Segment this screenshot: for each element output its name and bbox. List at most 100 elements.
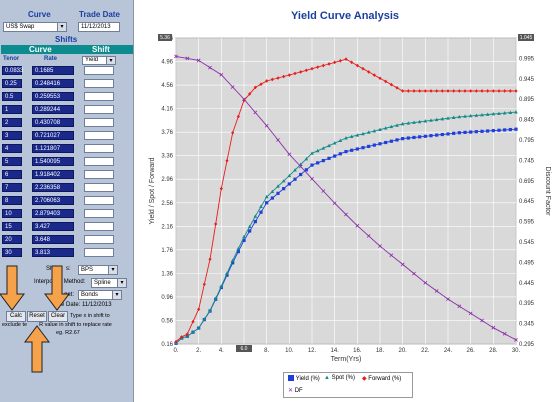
tenor-cell[interactable]: 3 (2, 131, 22, 140)
tenor-cell[interactable]: 0.5 (2, 92, 22, 101)
data-point-df (310, 176, 314, 181)
data-point-yield (412, 135, 416, 140)
tenor-cell[interactable]: 8 (2, 196, 22, 205)
shift-input[interactable] (84, 118, 114, 127)
data-point-spot (264, 194, 269, 199)
interp-method-select[interactable]: Spline (91, 278, 127, 288)
shift-units-select[interactable]: BPS (78, 265, 118, 275)
shift-input[interactable] (84, 105, 114, 114)
data-point-yield (401, 137, 405, 141)
data-point-spot (468, 113, 473, 118)
rate-cell[interactable]: 0.430708 (32, 118, 74, 127)
reset-button[interactable]: Reset (27, 311, 47, 322)
data-point-spot (259, 204, 263, 208)
data-point-forward (395, 85, 399, 90)
rate-cell[interactable]: 0.1685 (32, 66, 74, 75)
y2-tick-label: 0.395 (519, 301, 535, 307)
rate-cell[interactable]: 0.248416 (32, 79, 74, 88)
shift-input[interactable] (84, 157, 114, 166)
data-point-yield (418, 135, 422, 139)
data-point-yield (355, 147, 359, 151)
rate-cell[interactable]: 0.259553 (32, 92, 74, 101)
data-point-forward (378, 76, 382, 81)
data-point-yield (287, 182, 291, 186)
data-point-yield (491, 129, 495, 133)
data-point-df (457, 304, 462, 309)
rate-cell[interactable]: 2.706063 (32, 196, 74, 205)
arrow-down-clear-icon (44, 265, 70, 311)
shift-input[interactable] (84, 183, 114, 192)
tenor-cell[interactable]: 0.0833 (2, 66, 23, 75)
tenor-cell[interactable]: 1 (2, 105, 22, 114)
data-point-spot (434, 117, 439, 122)
data-point-yield (350, 148, 354, 152)
annotation-arrows (0, 265, 70, 373)
rate-cell[interactable]: 1.540095 (32, 157, 74, 166)
rate-cell[interactable]: 1.918402 (32, 170, 74, 179)
tenor-cell[interactable]: 4 (2, 144, 22, 153)
target-select[interactable]: Bonds (78, 290, 122, 300)
trade-date-input[interactable]: 11/12/2013 (78, 22, 120, 32)
shift-input[interactable] (84, 79, 114, 88)
legend-spot: ▲ Spot (%) (324, 375, 355, 381)
data-point-forward (503, 89, 507, 93)
rate-cell[interactable]: 1.121807 (32, 144, 74, 153)
legend-df: ✕ DF (288, 388, 303, 394)
tenor-cell[interactable]: 7 (2, 183, 22, 192)
x-tick-label: 18. (376, 348, 385, 354)
shift-input[interactable] (84, 209, 114, 218)
shift-input[interactable] (84, 196, 114, 205)
shift-input[interactable] (84, 248, 114, 257)
rate-cell[interactable]: 3.427 (32, 222, 74, 231)
shift-input[interactable] (84, 92, 114, 101)
tenor-cell[interactable]: 30 (2, 248, 22, 257)
data-point-yield (378, 142, 382, 146)
x-tick-label: 4. (219, 348, 224, 354)
shift-bar-label: Shift (92, 45, 110, 54)
y2-tick-label: 0.895 (519, 97, 535, 103)
y2-tick-label: 0.595 (519, 220, 535, 226)
shift-input[interactable] (84, 170, 114, 179)
shift-type-select[interactable]: Yield (82, 56, 116, 65)
curve-select[interactable]: US$ Swap (3, 22, 67, 32)
tenor-cell[interactable]: 20 (2, 235, 22, 244)
yield-curve-chart[interactable]: 0.16 0.56 0.96 1.36 1.76 2.16 2.56 2.96 3.36 3.76… (135, 0, 555, 402)
data-point-df (332, 201, 337, 206)
data-point-df (242, 97, 246, 102)
data-point-yield (508, 127, 512, 132)
data-point-spot (219, 284, 224, 288)
rate-cell[interactable]: 0.721027 (32, 131, 74, 140)
tenor-cell[interactable]: 0.25 (2, 79, 22, 88)
shift-input[interactable] (84, 235, 114, 244)
rate-cell[interactable]: 0.289244 (32, 105, 74, 114)
data-point-yield (446, 132, 450, 136)
rate-cell[interactable]: 3.648 (32, 235, 74, 244)
x-tick-label: 2. (196, 348, 201, 354)
tenor-cell[interactable]: 2 (2, 118, 22, 127)
data-point-spot (270, 189, 275, 193)
rate-cell[interactable]: 2.879403 (32, 209, 74, 218)
shift-input[interactable] (84, 131, 114, 140)
calc-button[interactable]: Calc (6, 311, 26, 322)
tenor-cell[interactable]: 6 (2, 170, 22, 179)
y2-tick-label: 0.495 (519, 260, 535, 266)
tenor-cell[interactable]: 5 (2, 157, 22, 166)
rate-cell[interactable]: 2.236358 (32, 183, 74, 192)
data-point-df (196, 58, 201, 63)
shift-input[interactable] (84, 222, 114, 231)
clear-button[interactable]: Clear (48, 311, 68, 322)
data-point-yield (248, 229, 252, 233)
shift-input[interactable] (84, 144, 114, 153)
rate-cell[interactable]: 3.813 (32, 248, 74, 257)
x-tick-label: 0. (173, 348, 178, 354)
data-point-yield (316, 161, 320, 165)
arrow-down-calc-icon (0, 265, 25, 311)
curve-label: Curve (28, 10, 51, 19)
tenor-cell[interactable]: 10 (2, 209, 22, 218)
data-point-forward (191, 319, 195, 324)
tenor-cell[interactable]: 15 (2, 222, 22, 231)
shifts-label: Shifts (55, 35, 78, 44)
data-point-forward (452, 89, 456, 93)
data-point-spot (429, 118, 433, 122)
shift-input[interactable] (84, 66, 114, 75)
